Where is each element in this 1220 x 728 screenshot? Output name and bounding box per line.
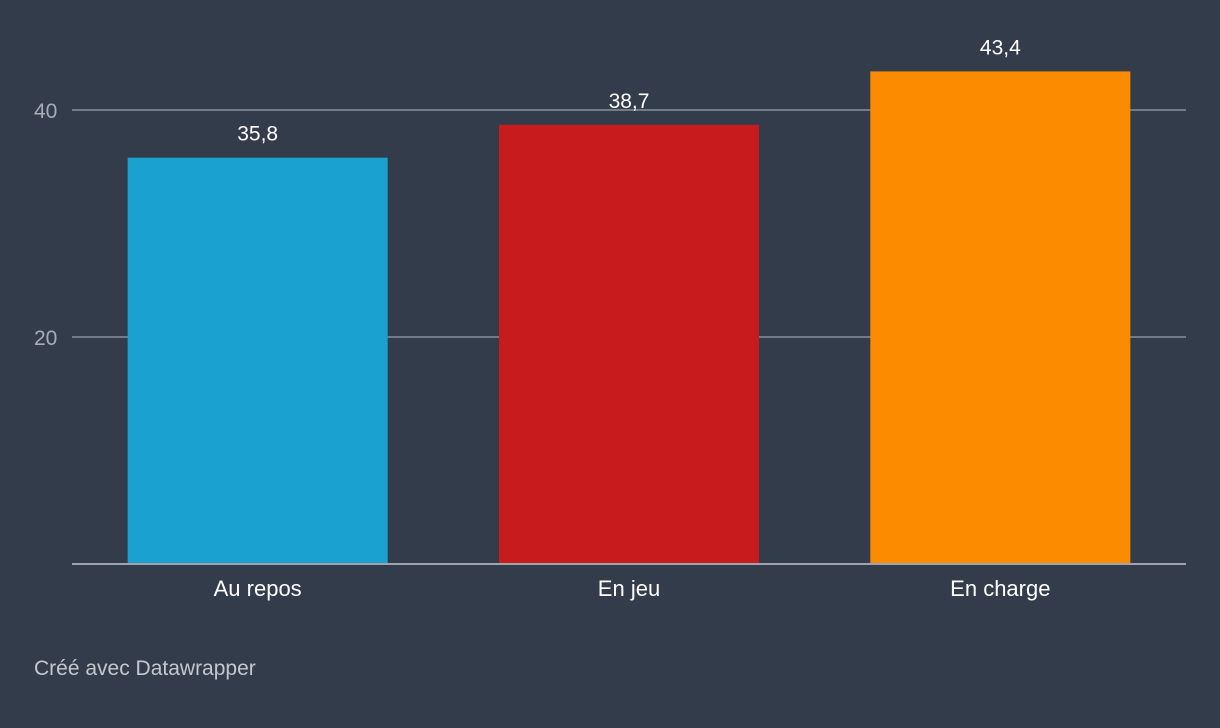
category-label-en-jeu: En jeu: [598, 576, 660, 601]
category-label-au-repos: Au repos: [214, 576, 302, 601]
value-label-au-repos: 35,8: [237, 123, 278, 146]
y-tick-label-40: 40: [34, 100, 57, 123]
footer-credit: Créé avec Datawrapper: [34, 657, 256, 680]
value-label-en-jeu: 38,7: [609, 90, 650, 113]
category-label-en-charge: En charge: [950, 576, 1050, 601]
bar-en-jeu: [499, 124, 759, 564]
bars-layer: [127, 71, 1131, 565]
value-label-en-charge: 43,4: [980, 36, 1021, 59]
bar-en-charge: [870, 71, 1131, 564]
labels-layer: 35,8 Au repos 38,7 En jeu 43,4 En charge: [214, 36, 1051, 601]
bar-au-repos: [127, 157, 388, 565]
y-tick-label-20: 20: [34, 327, 57, 350]
